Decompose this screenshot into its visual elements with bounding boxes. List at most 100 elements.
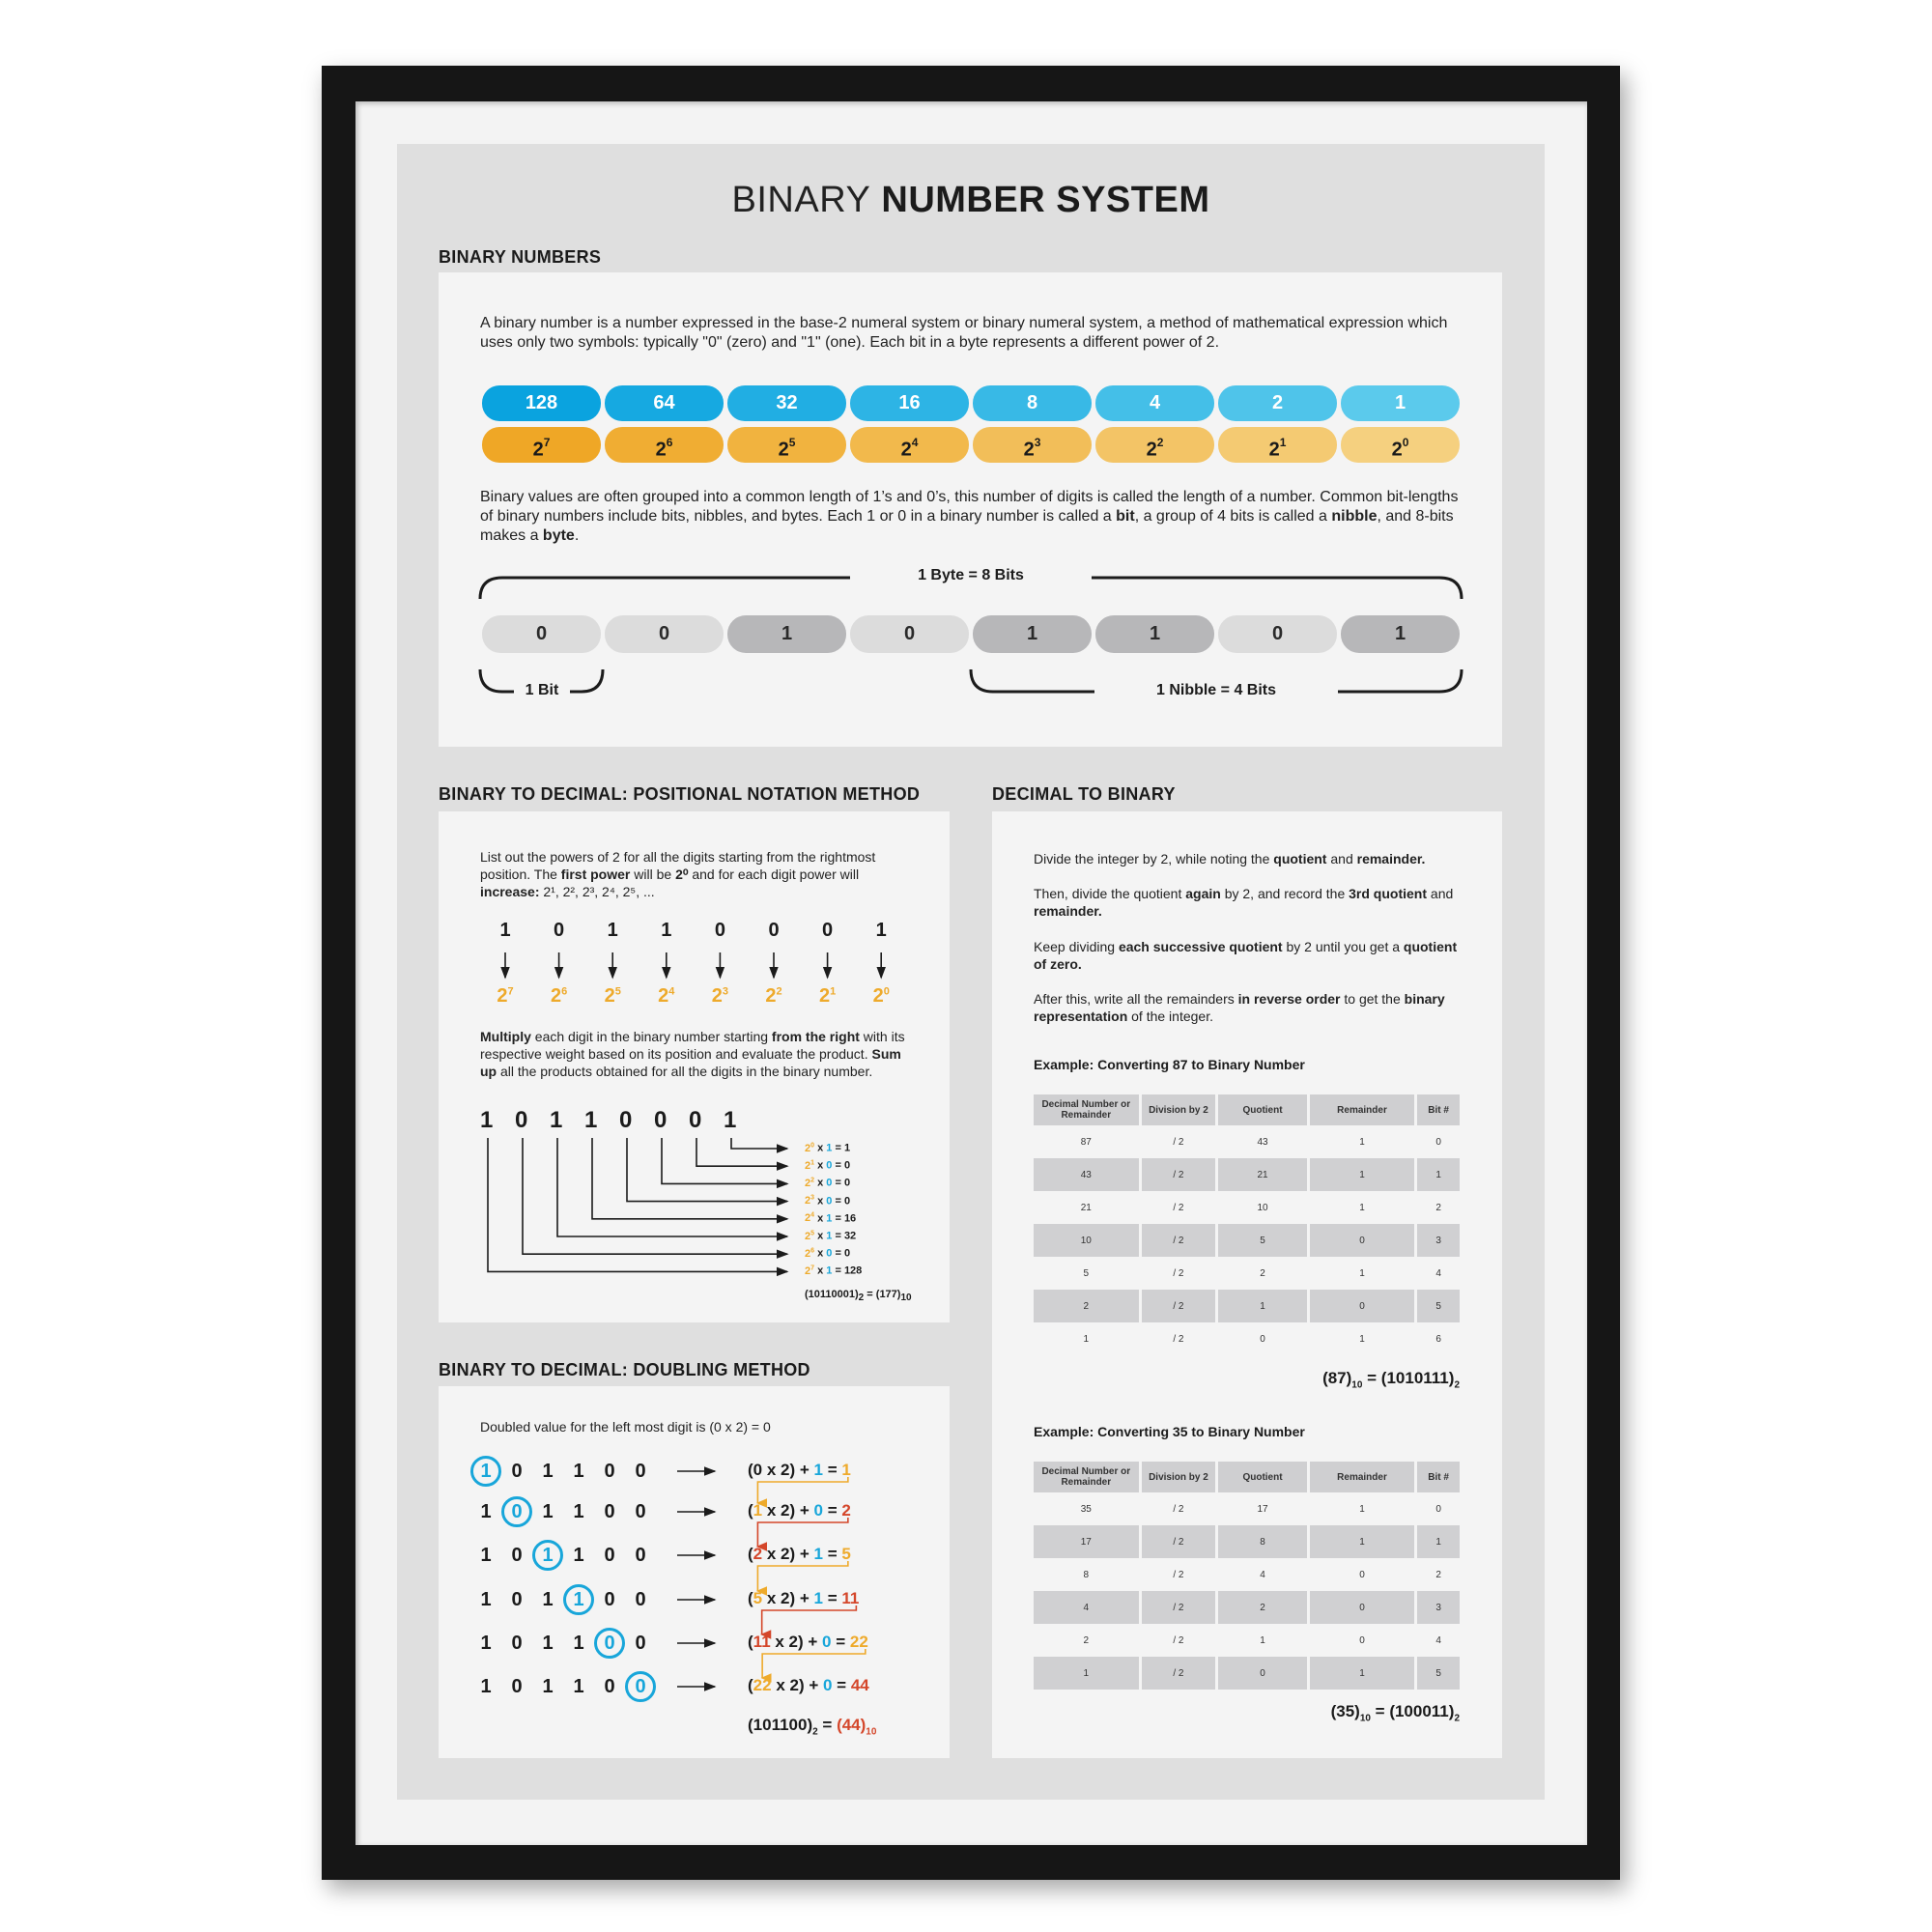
binary-digit: 1 (573, 1461, 584, 1482)
highlighted-digit: 1 (563, 1584, 594, 1615)
column-header: Decimal Number or Remainder (1034, 1462, 1139, 1492)
title-bold-2: SYSTEM (1056, 180, 1210, 220)
paren: ( (748, 1633, 753, 1651)
text: by 2 until you get a (1282, 939, 1404, 954)
previous-value: 11 (753, 1633, 771, 1651)
step-text: Divide the integer by 2, while noting th… (1034, 850, 1468, 867)
paren: ( (748, 1501, 753, 1520)
result-binary: (10110001) (805, 1289, 859, 1300)
column-header: Quotient (1218, 1094, 1307, 1125)
bit-pill: 0 (850, 615, 969, 653)
binary-digit: 0 (511, 1676, 523, 1697)
binary-digit-large: 0 (515, 1107, 528, 1133)
binary-digit-large: 1 (550, 1107, 563, 1133)
equals-sign: = (832, 1212, 844, 1225)
bold-text: binary representation (1034, 991, 1445, 1024)
conversion-table: Decimal Number or Remainder Division by 2… (1031, 1462, 1463, 1690)
conversion-result: (35)10 = (100011)2 (1331, 1702, 1460, 1723)
product: 1 (843, 1142, 851, 1154)
binary-digit: 1 (480, 1545, 492, 1566)
power-base: 21 (805, 1159, 815, 1172)
highlighted-digit: 0 (625, 1671, 656, 1702)
binary-digit-large: 0 (619, 1107, 633, 1133)
binary-digit: 0 (604, 1589, 615, 1610)
binary-digit: 0 (714, 920, 725, 941)
times-sign: x (814, 1195, 827, 1208)
power-exponent: 4 (911, 436, 919, 449)
binary-digit: 0 (511, 1589, 523, 1610)
table-cell: 1 (1309, 1158, 1415, 1191)
table-cell: 4 (1435, 1634, 1441, 1646)
exponent: 6 (561, 985, 568, 998)
multiply-text: Multiply each digit in the binary number… (480, 1028, 915, 1080)
result-decimal: (35) (1330, 1702, 1360, 1720)
highlighted-digit: 0 (594, 1628, 625, 1659)
binary-digit: 0 (635, 1589, 646, 1610)
equals-sign: = (832, 1159, 844, 1172)
product-row: 22 x 0 = 0 (805, 1177, 850, 1189)
times-sign: x (814, 1247, 827, 1260)
digit: 1 (826, 1230, 833, 1242)
table-cell: 17 (1257, 1503, 1268, 1515)
table-cell: 1 (1417, 1158, 1460, 1191)
product-row: 26 x 0 = 0 (805, 1247, 850, 1260)
positional-result: (10110001)2 = (177)10 (805, 1289, 912, 1304)
binary-digit: 0 (635, 1633, 646, 1654)
place-value-pill: 4 (1095, 385, 1214, 421)
text: , a group of 4 bits is called a (1134, 508, 1332, 525)
text: will be (630, 867, 676, 882)
bit-pill: 1 (973, 615, 1092, 653)
step-result: 11 (841, 1589, 860, 1607)
product-row: 24 x 1 = 16 (805, 1212, 856, 1225)
binary-digit-large: 0 (689, 1107, 702, 1133)
step-text: Then, divide the quotient again by 2, an… (1034, 885, 1468, 920)
table-cell: 1 (1359, 1202, 1365, 1213)
power-base: 26 (805, 1247, 815, 1260)
product-row: 23 x 0 = 0 (805, 1195, 850, 1208)
bold-text: remainder. (1356, 851, 1426, 867)
exponent: 3 (722, 985, 729, 998)
bold-text: first power (560, 867, 631, 882)
binary-digit: 0 (511, 1633, 523, 1654)
binary-digit-large: 1 (480, 1107, 494, 1133)
exponent: 4 (668, 985, 675, 998)
operator: x 2) + (770, 1633, 823, 1651)
table-cell: 1 (1359, 1333, 1365, 1345)
exponent: 0 (883, 985, 890, 998)
binary-digit: 1 (480, 1676, 492, 1697)
table-cell: 3 (1417, 1591, 1460, 1624)
digit: 0 (826, 1159, 833, 1172)
binary-digit: 0 (604, 1545, 615, 1566)
bold-text: nibble (1331, 508, 1378, 525)
table-cell: 35 (1080, 1503, 1092, 1515)
byte-bracket-right (1092, 576, 1463, 600)
step-result: 22 (849, 1633, 868, 1651)
table-cell: 2 (1083, 1634, 1090, 1646)
table-row: 5 / 2 2 1 4 (1034, 1257, 1460, 1290)
times-sign: x (814, 1159, 827, 1172)
previous-value: 5 (753, 1589, 763, 1607)
times-sign: x (814, 1230, 827, 1242)
binary-digit: 0 (511, 1545, 523, 1566)
example-title: Example: Converting 35 to Binary Number (1034, 1424, 1305, 1439)
equals-sign: = (1370, 1702, 1390, 1720)
table-cell: 1 (1218, 1290, 1307, 1322)
title-light: BINARY (731, 180, 871, 220)
binary-digit: 0 (635, 1545, 646, 1566)
table-cell: 5 (1218, 1224, 1307, 1257)
result-base: 2 (1454, 1713, 1460, 1724)
binary-digit: 0 (511, 1461, 523, 1482)
table-cell: 0 (1309, 1224, 1415, 1257)
result-base: 10 (900, 1293, 912, 1304)
power-base: 24 (805, 1211, 815, 1225)
power-exponent: 0 (1402, 436, 1409, 449)
power-exponent: 6 (666, 436, 673, 449)
table-cell: 1 (1359, 1503, 1365, 1515)
table-cell: 4 (1260, 1569, 1265, 1580)
table-cell: / 2 (1173, 1503, 1184, 1515)
power-base: 22 (805, 1177, 815, 1190)
bold-text: remainder. (1034, 903, 1102, 919)
result-decimal: (87) (1322, 1369, 1352, 1387)
conversion-result: (87)10 = (1010111)2 (1322, 1369, 1460, 1390)
text: Binary values are often grouped into a c… (480, 489, 1459, 525)
